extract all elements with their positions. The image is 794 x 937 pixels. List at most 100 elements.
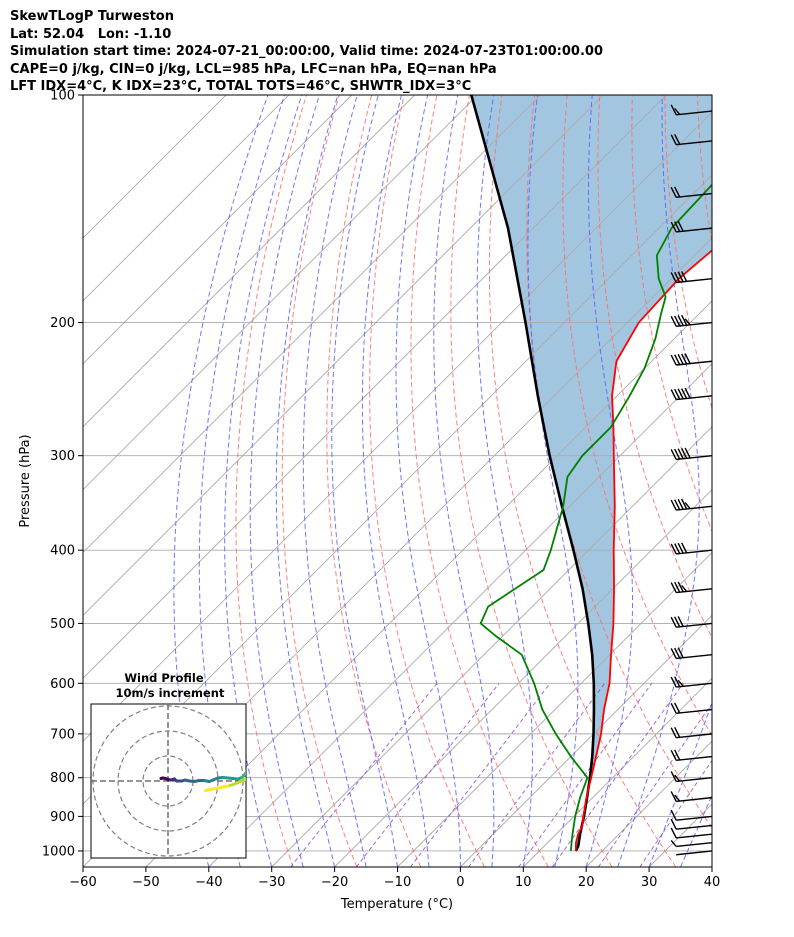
x-tick-label: −30	[258, 875, 285, 890]
wind-barb-shaft	[676, 549, 713, 555]
isotherm-line	[83, 95, 353, 365]
isotherm-line	[397, 551, 712, 867]
wind-barb-shaft	[676, 796, 713, 803]
isotherm-line	[145, 300, 712, 867]
moist-adiabat-line	[361, 95, 430, 867]
dry-adiabat-line	[597, 95, 712, 639]
moist-adiabat-line	[648, 701, 712, 867]
wind-barb-shaft	[676, 833, 713, 839]
wind-barb-feather	[670, 354, 677, 366]
wind-barb-shaft	[676, 505, 713, 511]
moist-adiabat-line	[395, 95, 461, 867]
moist-adiabat-line	[433, 95, 495, 867]
mixing-ratio-line	[409, 682, 551, 867]
wind-barb-feather	[681, 388, 688, 399]
isotherm-line	[83, 95, 604, 617]
wind-barb	[670, 771, 713, 783]
wind-barb-shaft	[676, 841, 713, 848]
moist-adiabat-line	[711, 865, 712, 867]
wind-barb-feather	[674, 543, 681, 554]
wind-barb-feather	[684, 318, 691, 326]
wind-barb-feather	[674, 676, 681, 687]
hodograph-title-line2: 10m/s increment	[116, 686, 225, 700]
isotherm-line	[83, 95, 478, 491]
wind-barb	[670, 104, 713, 116]
wind-barb	[670, 542, 713, 555]
wind-barb	[670, 818, 713, 830]
wind-barb-shaft	[676, 588, 713, 594]
wind-barb-feather	[674, 581, 681, 593]
wind-barb-feather	[670, 727, 677, 738]
wind-barb	[670, 581, 713, 594]
wind-barb-feather	[674, 107, 681, 115]
wind-barb-shaft	[676, 192, 713, 198]
dewpoint-profile-line	[479, 183, 712, 852]
moist-adiabat-line	[198, 95, 286, 867]
x-tick-label: 20	[578, 875, 595, 890]
wind-barb-feather	[670, 582, 677, 593]
y-axis-label: Pressure (hPa)	[18, 434, 33, 527]
y-tick-label: 400	[50, 544, 75, 559]
wind-barb-feather	[681, 498, 688, 510]
wind-barb-shaft	[676, 755, 713, 761]
dry-adiabat-line	[488, 95, 677, 867]
cape-shading-layer	[471, 95, 712, 851]
hodograph-trace-segment	[204, 788, 210, 792]
wind-barb	[670, 676, 713, 688]
wind-barb-shaft	[676, 140, 713, 146]
wind-barb-feather	[677, 679, 684, 687]
wind-barb-feather	[674, 499, 681, 511]
temperature-profile-line	[574, 249, 712, 851]
wind-barb-shaft	[676, 815, 713, 821]
wind-barb-feather	[670, 809, 677, 821]
y-tick-label: 600	[50, 677, 75, 692]
isotherm-line	[775, 95, 794, 867]
wind-barb-shaft	[676, 777, 713, 783]
wind-barbs-layer	[670, 104, 713, 856]
wind-barb-feather	[681, 353, 688, 365]
x-tick-label: −40	[195, 875, 222, 890]
wind-barb-feather	[674, 726, 681, 738]
wind-barb-feather	[681, 542, 688, 554]
dry-adiabat-line	[235, 95, 307, 867]
wind-barb-feather	[670, 616, 677, 628]
header-indices: LFT IDX=4°C, K IDX=23°C, TOTAL TOTS=46°C…	[10, 79, 472, 94]
x-axis-label: Temperature (°C)	[340, 897, 453, 912]
wind-barb-feather	[684, 447, 691, 459]
wind-barb	[670, 314, 713, 328]
wind-barb-feather	[674, 354, 681, 365]
y-tick-label: 1000	[42, 844, 75, 859]
wind-barb	[670, 809, 713, 821]
wind-barb-feather	[670, 134, 677, 145]
wind-barb	[670, 726, 713, 739]
dry-adiabat-line	[450, 95, 613, 867]
wind-barb	[670, 702, 713, 715]
hodograph-plot	[91, 704, 246, 858]
isotherm-line	[83, 111, 712, 742]
y-tick-label: 700	[50, 727, 75, 742]
moist-adiabat-line	[249, 95, 320, 867]
dry-adiabat-line	[730, 95, 794, 867]
x-tick-label: 30	[641, 875, 658, 890]
wind-barb	[670, 616, 713, 628]
wind-barb-feather	[681, 271, 688, 282]
y-tick-label: 200	[50, 316, 75, 331]
wind-barb-feather	[674, 702, 681, 714]
wind-barb-feather	[674, 186, 681, 198]
hodograph-title-line1: Wind Profile	[124, 671, 204, 685]
x-tick-label: 0	[456, 875, 464, 890]
mixing-ratio-line	[639, 759, 712, 867]
wind-barb-feather	[677, 581, 684, 593]
wind-barb-feather	[674, 616, 681, 628]
dry-adiabat-line	[410, 95, 549, 867]
moist-adiabat-line	[302, 95, 367, 867]
wind-barb-feather	[677, 448, 684, 460]
wind-barb	[670, 220, 713, 233]
moist-adiabat-line	[331, 95, 398, 867]
x-tick-label: 40	[704, 875, 721, 890]
wind-barb-feather	[670, 676, 677, 688]
wind-barb-feather	[674, 388, 681, 400]
isotherm-line	[460, 614, 712, 867]
dry-adiabat-line	[369, 95, 485, 867]
